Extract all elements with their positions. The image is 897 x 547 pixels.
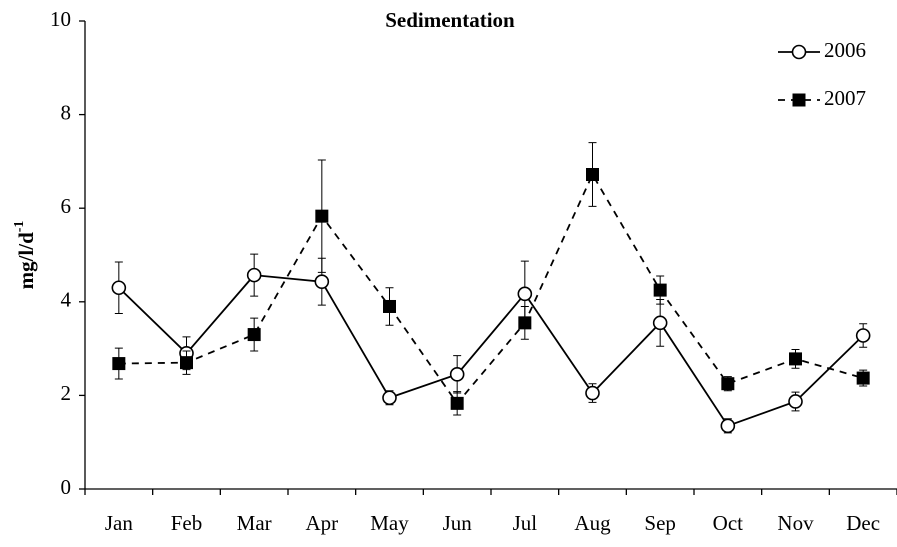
marker bbox=[111, 280, 127, 296]
y-tick-label: 2 bbox=[61, 381, 72, 405]
marker bbox=[653, 283, 667, 297]
marker bbox=[383, 299, 396, 313]
marker bbox=[518, 316, 532, 330]
marker bbox=[652, 315, 668, 331]
y-tick-label: 10 bbox=[50, 7, 71, 31]
marker bbox=[517, 286, 533, 302]
x-tick-label: Apr bbox=[305, 511, 338, 535]
marker bbox=[112, 357, 126, 371]
y-axis-label: mg/l/d-1 bbox=[12, 221, 38, 290]
series-line bbox=[118, 274, 864, 427]
marker bbox=[721, 377, 735, 391]
marker bbox=[450, 396, 464, 410]
y-tick-label: 8 bbox=[61, 100, 72, 124]
marker bbox=[247, 328, 261, 342]
y-tick-label: 4 bbox=[61, 288, 72, 312]
chart-title: Sedimentation bbox=[385, 8, 515, 32]
x-tick-label: Mar bbox=[237, 511, 272, 535]
marker bbox=[315, 209, 329, 223]
y-axis-label-text: mg/l/d bbox=[14, 232, 38, 289]
marker bbox=[788, 394, 803, 409]
marker bbox=[789, 352, 802, 366]
x-tick-label: Nov bbox=[777, 511, 814, 535]
x-tick-label: May bbox=[370, 511, 409, 535]
x-tick-label: Jun bbox=[443, 511, 473, 535]
series-line bbox=[118, 172, 864, 405]
marker bbox=[585, 385, 600, 401]
marker bbox=[246, 267, 262, 283]
y-tick-label: 0 bbox=[61, 475, 72, 499]
legend-label: 2007 bbox=[824, 86, 866, 110]
y-axis-label-superscript: -1 bbox=[12, 221, 27, 233]
marker bbox=[855, 328, 871, 343]
marker bbox=[382, 390, 397, 406]
legend-marker bbox=[791, 44, 807, 60]
marker bbox=[586, 168, 599, 182]
x-tick-label: Dec bbox=[846, 511, 880, 535]
y-tick-label: 6 bbox=[61, 194, 72, 218]
marker bbox=[449, 367, 465, 382]
legend-marker bbox=[792, 93, 806, 107]
x-tick-label: Jul bbox=[513, 511, 538, 535]
legend-label: 2006 bbox=[824, 38, 866, 62]
marker bbox=[856, 371, 870, 385]
marker bbox=[180, 356, 193, 370]
x-tick-label: Oct bbox=[713, 511, 743, 535]
marker bbox=[720, 418, 736, 434]
x-tick-label: Aug bbox=[574, 511, 611, 535]
marker bbox=[314, 274, 330, 289]
x-tick-label: Sep bbox=[644, 511, 676, 535]
x-tick-label: Feb bbox=[171, 511, 203, 535]
x-tick-label: Jan bbox=[105, 511, 133, 535]
